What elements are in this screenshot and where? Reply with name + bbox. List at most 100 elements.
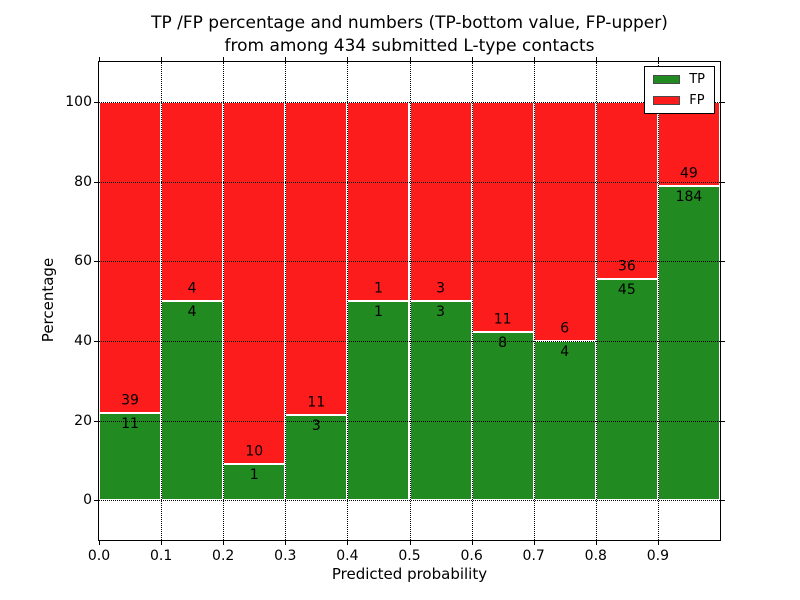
y-tick-mark: [721, 181, 725, 183]
x-tick-mark: [533, 57, 535, 61]
tp-count-label: 8: [498, 335, 508, 352]
x-tick-mark: [285, 541, 287, 545]
fp-count-label: 39: [121, 392, 139, 409]
y-tick-label: 40: [74, 332, 92, 349]
tp-count-label: 45: [617, 281, 636, 298]
y-axis-label: Percentage: [39, 257, 57, 343]
legend-label-tp: TP: [689, 72, 705, 87]
x-tick-label: 0.6: [460, 548, 483, 564]
bar-segment-tp: [471, 332, 534, 501]
y-tick-mark: [94, 101, 98, 103]
tp-count-label: 1: [249, 466, 259, 483]
chart-title-line1: TP /FP percentage and numbers (TP-bottom…: [151, 13, 668, 33]
x-tick-mark: [595, 57, 597, 61]
y-tick-mark: [721, 420, 725, 422]
bar-segment-fp: [99, 101, 162, 413]
x-tick-label: 0.5: [398, 548, 421, 564]
x-tick-mark: [347, 57, 349, 61]
y-tick-mark: [721, 340, 725, 342]
x-tick-mark: [161, 541, 163, 545]
tp-count-label: 1: [373, 304, 383, 320]
bar-segment-tp: [533, 340, 596, 501]
bar-segment-fp: [347, 101, 410, 301]
x-tick-mark: [223, 57, 225, 61]
gridline-x: [471, 62, 473, 540]
fp-count-label: 11: [493, 312, 512, 329]
bar-segment-fp: [223, 101, 286, 464]
gridline-x: [657, 62, 659, 540]
fp-count-label: 1: [373, 280, 383, 297]
legend: TP FP: [644, 66, 715, 114]
gridline-x: [285, 62, 287, 540]
y-tick-label: 20: [74, 412, 92, 429]
x-tick-mark: [471, 541, 473, 545]
x-tick-mark: [347, 541, 349, 545]
gridline-x: [409, 62, 411, 540]
y-tick-mark: [94, 500, 98, 502]
y-tick-mark: [721, 101, 725, 103]
legend-swatch-fp-icon: [653, 96, 681, 105]
bar-segment-tp: [409, 301, 472, 501]
x-tick-label: 0.2: [212, 548, 235, 564]
bar-segment-fp: [595, 101, 658, 279]
y-tick-label: 80: [74, 173, 92, 190]
bar-segment-tp: [657, 185, 720, 501]
x-tick-mark: [223, 541, 225, 545]
x-tick-mark: [285, 57, 287, 61]
x-tick-mark: [409, 57, 411, 61]
chart-title: TP /FP percentage and numbers (TP-bottom…: [98, 12, 721, 58]
legend-entry-tp: TP: [653, 73, 705, 86]
y-tick-mark: [94, 181, 98, 183]
tp-count-label: 184: [675, 188, 703, 205]
tp-count-label: 4: [187, 304, 197, 320]
legend-swatch-tp-icon: [653, 75, 681, 84]
bar-segment-tp: [161, 301, 224, 501]
x-tick-label: 0.3: [274, 548, 297, 564]
legend-entry-fp: FP: [653, 94, 705, 107]
x-tick-mark: [99, 541, 100, 545]
gridline-x: [347, 62, 349, 540]
gridline-x: [595, 62, 597, 540]
bar-segment-tp: [595, 278, 658, 501]
fp-count-label: 6: [560, 320, 570, 337]
y-tick-mark: [94, 261, 98, 263]
bar-segment-fp: [471, 101, 534, 333]
gridline-x: [223, 62, 225, 540]
y-tick-mark: [721, 261, 725, 263]
fp-count-label: 49: [680, 165, 698, 182]
tp-count-label: 11: [121, 415, 139, 432]
x-tick-label: 0.0: [87, 548, 111, 564]
fp-count-label: 36: [617, 258, 636, 275]
x-tick-mark: [409, 541, 411, 545]
y-tick-mark: [94, 340, 98, 342]
tp-count-label: 3: [311, 417, 321, 434]
fp-count-label: 11: [307, 394, 326, 411]
plot-area: TP FP 39 11 4 4 10 1 11 3 1 1 3 3 11 8 6 4 36 45 49 184: [98, 61, 721, 541]
x-axis-label: Predicted probability: [331, 565, 488, 583]
x-tick-label: 0.1: [149, 548, 173, 564]
fp-count-label: 3: [436, 280, 446, 297]
bar-segment-tp: [99, 412, 162, 501]
x-tick-label: 0.7: [522, 548, 545, 564]
bar-segment-fp: [285, 101, 348, 415]
x-tick-label: 0.8: [584, 548, 607, 564]
x-tick-label: 0.4: [336, 548, 359, 564]
fp-count-label: 10: [245, 443, 264, 460]
x-tick-mark: [471, 57, 473, 61]
bar-segment-tp: [347, 301, 410, 501]
x-tick-mark: [99, 57, 100, 61]
legend-label-fp: FP: [689, 93, 705, 108]
bar-segment-fp: [533, 101, 596, 341]
x-tick-mark: [657, 57, 659, 61]
y-tick-mark: [721, 500, 725, 502]
gridline-x: [161, 62, 163, 540]
x-tick-mark: [161, 57, 163, 61]
x-tick-mark: [657, 541, 659, 545]
y-tick-mark: [94, 420, 98, 422]
y-tick-label: 0: [83, 492, 92, 509]
x-tick-mark: [533, 541, 535, 545]
bar-segment-fp: [409, 101, 472, 301]
bar-segment-fp: [161, 101, 224, 301]
chart-title-line2: from among 434 submitted L-type contacts: [224, 36, 595, 56]
